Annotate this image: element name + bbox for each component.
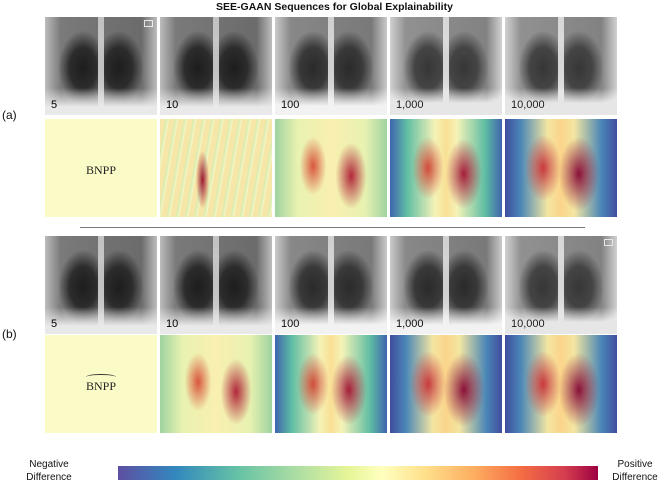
xray-image: 1,000	[390, 17, 502, 115]
tile-label: 1,000	[396, 318, 424, 330]
panel-b-xray-row: 5 10 100 1,000 10,000	[45, 236, 617, 334]
tile-label: 5	[51, 99, 58, 111]
difference-map	[160, 119, 272, 217]
hat-accent-icon	[85, 374, 117, 380]
difference-map	[505, 119, 617, 217]
figure-title: SEE-GAAN Sequences for Global Explainabi…	[216, 1, 453, 13]
tile-label: 1,000	[396, 99, 424, 111]
tile-label: 10	[166, 99, 179, 111]
xray-image: 10,000	[505, 17, 617, 115]
bnpp-hat-label: BNPP	[45, 374, 157, 394]
tile-label: 10,000	[511, 99, 545, 111]
xray-image: 5	[45, 17, 157, 115]
tile-label: 100	[281, 99, 300, 111]
colorbar-negative-label: Negative Difference	[26, 459, 72, 483]
xray-image: 1,000	[390, 236, 502, 334]
panel-b-difference-row: BNPP	[45, 335, 617, 433]
baseline-difference-map: BNPP	[45, 119, 157, 217]
xray-image: 100	[275, 236, 387, 334]
panel-divider	[80, 227, 585, 228]
colorbar-positive-label: Positive Difference	[612, 459, 658, 483]
tile-label: 100	[281, 318, 300, 330]
xray-image: 5	[45, 236, 157, 334]
baseline-difference-map: BNPP	[45, 335, 157, 433]
panel-a-xray-row: 5 10 100 1,000 10,000	[45, 17, 617, 115]
colorbar	[118, 466, 598, 480]
tile-label: 10	[166, 318, 179, 330]
panel-a-label: (a)	[2, 108, 17, 122]
difference-map	[390, 335, 502, 433]
xray-image: 100	[275, 17, 387, 115]
xray-image: 10	[160, 236, 272, 334]
difference-map	[505, 335, 617, 433]
tile-label: 5	[51, 318, 58, 330]
bnpp-label: BNPP	[85, 163, 117, 177]
panel-a-difference-row: BNPP	[45, 119, 617, 217]
xray-image: 10	[160, 17, 272, 115]
difference-map	[275, 119, 387, 217]
difference-map	[160, 335, 272, 433]
image-marker-icon	[604, 239, 613, 246]
tile-label: 10,000	[511, 318, 545, 330]
difference-map	[390, 119, 502, 217]
difference-map	[275, 335, 387, 433]
image-marker-icon	[144, 20, 153, 27]
panel-b-label: (b)	[2, 327, 17, 341]
xray-image: 10,000	[505, 236, 617, 334]
